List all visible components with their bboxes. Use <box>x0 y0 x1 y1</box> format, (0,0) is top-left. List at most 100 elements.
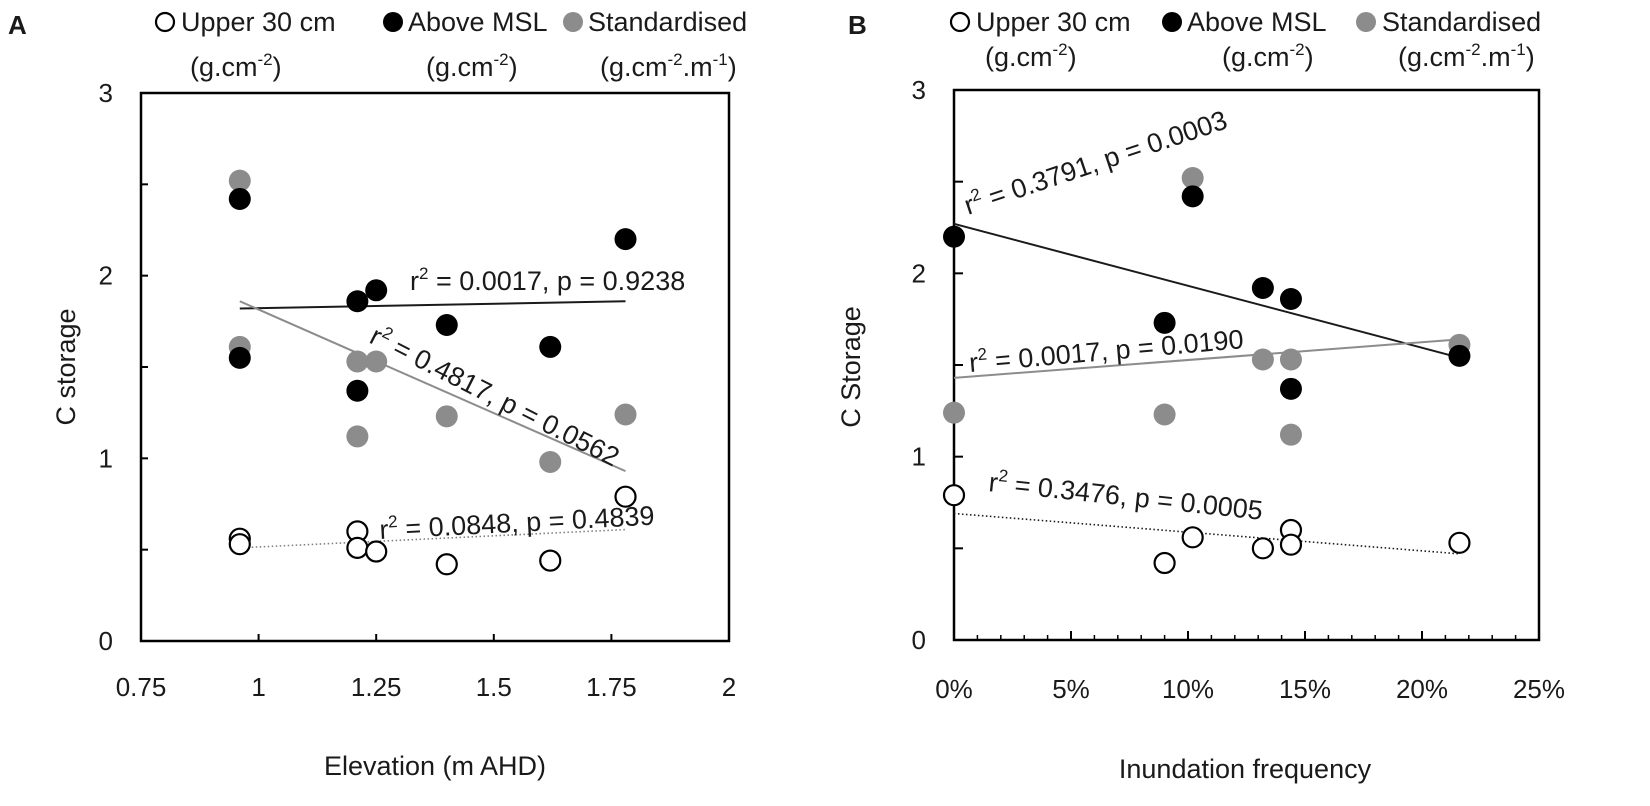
legend-b-upper-30cm-label: Upper 30 cm <box>976 7 1131 37</box>
legend-b-standardised-label: Standardised <box>1382 7 1541 37</box>
points-a <box>228 169 637 576</box>
panel-b-point-above-msl <box>943 225 965 248</box>
panel-a-y-tick-label: 3 <box>99 78 113 108</box>
legend-a: Upper 30 cm (g.cm-2) Above MSL (g.cm-2) … <box>154 7 747 82</box>
panel-b-point-standardised <box>1279 423 1302 446</box>
panel-a-point-above-msl <box>228 346 251 369</box>
legend-a-upper-30cm-label: Upper 30 cm <box>181 7 336 37</box>
x-axis-title-a: Elevation (m AHD) <box>324 751 546 781</box>
panel-a-x-tick-label: 2 <box>722 672 736 702</box>
legend-a-above-msl-units: (g.cm-2) <box>426 50 518 82</box>
ticks-a: 0 1 2 3 0.75 1 1.25 1.5 1.75 2 <box>99 78 737 702</box>
panel-a-point-above-msl <box>539 335 562 358</box>
panel-a-point-standardised <box>435 405 458 428</box>
panel-a-x-tick-label: 0.75 <box>116 672 167 702</box>
panel-b-point-upper-30-cm <box>1181 526 1204 549</box>
legend-a-upper-30cm-units: (g.cm-2) <box>190 50 282 82</box>
panel-b-x-tick-label: 25% <box>1513 674 1565 704</box>
legend-a-black-marker <box>383 12 403 32</box>
panel-a-x-tick-label: 1.75 <box>586 672 637 702</box>
panel-b-y-tick-label: 0 <box>912 625 926 655</box>
annotation-a-upper-30cm: r2 = 0.0848, p = 0.4839 <box>379 499 656 545</box>
panel-b-point-standardised <box>1279 348 1302 371</box>
panel-a-x-tick-label: 1.5 <box>476 672 512 702</box>
legend-b-black-marker <box>1162 12 1182 32</box>
legend-a-grey-marker <box>563 12 583 32</box>
panel-b-trendline-standardised <box>953 338 1460 379</box>
panel-b-point-above-msl <box>1279 288 1302 310</box>
panel-a-point-above-msl <box>435 313 458 336</box>
panel-a-point-upper-30-cm <box>346 536 369 559</box>
panel-b-point-upper-30-cm <box>1153 551 1176 575</box>
panel-a-point-above-msl <box>365 279 388 302</box>
panel-b-point-standardised <box>943 401 965 424</box>
panel-b-x-tick-label: 20% <box>1396 674 1448 704</box>
legend-b-above-msl-label: Above MSL <box>1187 7 1327 37</box>
panel-a-point-upper-30-cm <box>614 485 637 508</box>
panel-a-point-standardised <box>228 169 251 192</box>
panel-b-point-upper-30-cm <box>1279 533 1303 556</box>
y-axis-title-a: C storage <box>51 308 81 425</box>
ticks-b: 0 1 2 3 0% 5% 10% 15% 20% 25% <box>912 75 1565 704</box>
panel-a-point-standardised <box>365 350 388 373</box>
panel-b-y-tick-label: 1 <box>912 442 926 472</box>
panel-b-x-tick-label: 5% <box>1052 674 1090 704</box>
panel-b-point-upper-30-cm <box>942 484 966 507</box>
legend-b-standardised-units: (g.cm-2.m-1) <box>1398 40 1535 72</box>
legend-b-above-msl-units: (g.cm-2) <box>1222 40 1314 72</box>
legend-b: Upper 30 cm (g.cm-2) Above MSL (g.cm-2) … <box>949 7 1541 72</box>
panel-a-point-above-msl <box>346 290 369 313</box>
panel-a-letter: A <box>8 10 27 40</box>
panel-b-point-above-msl <box>1448 344 1471 367</box>
points-b <box>942 167 1471 575</box>
legend-b-open-marker <box>949 11 971 33</box>
annotation-a-standardised: r2 = 0.4817, p = 0.0562 <box>365 319 625 472</box>
panel-b-y-tick-label: 3 <box>912 75 926 105</box>
panel-a-point-standardised <box>539 450 562 473</box>
panel-a-point-upper-30-cm <box>539 549 562 572</box>
panel-b-point-standardised <box>1153 403 1176 426</box>
panel-a-point-upper-30-cm <box>365 540 388 563</box>
panel-b-point-standardised <box>1181 167 1204 189</box>
panel-a-point-standardised <box>614 403 637 426</box>
panel-b-trendline-above-msl <box>953 222 1460 359</box>
panel-b-point-standardised <box>1251 348 1274 371</box>
y-axis-title-b: C Storage <box>836 306 866 428</box>
panel-a: A Upper 30 cm (g.cm-2) Above MSL (g.cm-2… <box>8 7 747 781</box>
legend-a-open-marker <box>154 11 176 33</box>
legend-a-standardised-units: (g.cm-2.m-1) <box>600 50 737 82</box>
panel-b-point-upper-30-cm <box>1251 537 1274 560</box>
panel-a-x-tick-label: 1 <box>251 672 265 702</box>
panel-a-point-above-msl <box>614 228 637 251</box>
panel-a-point-standardised <box>346 425 369 448</box>
legend-b-grey-marker <box>1356 12 1376 32</box>
panel-a-point-standardised <box>346 350 369 373</box>
panel-b: B Upper 30 cm (g.cm-2) Above MSL (g.cm-2… <box>836 7 1565 784</box>
x-axis-title-b: Inundation frequency <box>1119 754 1372 784</box>
panel-a-point-upper-30-cm <box>228 533 251 556</box>
panel-a-point-upper-30-cm <box>435 553 458 576</box>
panel-a-y-tick-label: 1 <box>99 443 113 473</box>
panel-b-point-above-msl <box>1153 311 1176 334</box>
annotation-b-upper-30cm: r2 = 0.3476, p = 0.0005 <box>987 465 1264 526</box>
panel-a-y-tick-label: 2 <box>99 261 113 291</box>
panel-b-trendline-upper-30-cm <box>953 512 1460 555</box>
panel-b-point-above-msl <box>1181 185 1204 208</box>
panel-a-trendline-standardised <box>239 300 626 473</box>
annotation-a-above-msl: r2 = 0.0017, p = 0.9238 <box>410 264 685 296</box>
panel-b-point-above-msl <box>1279 377 1302 400</box>
panel-a-trendline-upper-30-cm <box>239 528 626 549</box>
panel-a-x-tick-label: 1.25 <box>351 672 402 702</box>
annotation-b-standardised: r2 = 0.0017, p = 0.0190 <box>968 322 1245 378</box>
panel-a-y-tick-label: 0 <box>99 626 113 656</box>
trendlines-a <box>239 300 626 549</box>
panel-b-x-tick-label: 15% <box>1279 674 1331 704</box>
trendlines-b <box>953 222 1460 555</box>
panel-b-x-tick-label: 10% <box>1162 674 1214 704</box>
panel-a-point-above-msl <box>228 187 251 210</box>
panel-b-point-upper-30-cm <box>1448 531 1471 554</box>
legend-b-upper-30cm-units: (g.cm-2) <box>985 40 1077 72</box>
panel-a-point-above-msl <box>346 379 369 402</box>
legend-a-above-msl-label: Above MSL <box>408 7 548 37</box>
